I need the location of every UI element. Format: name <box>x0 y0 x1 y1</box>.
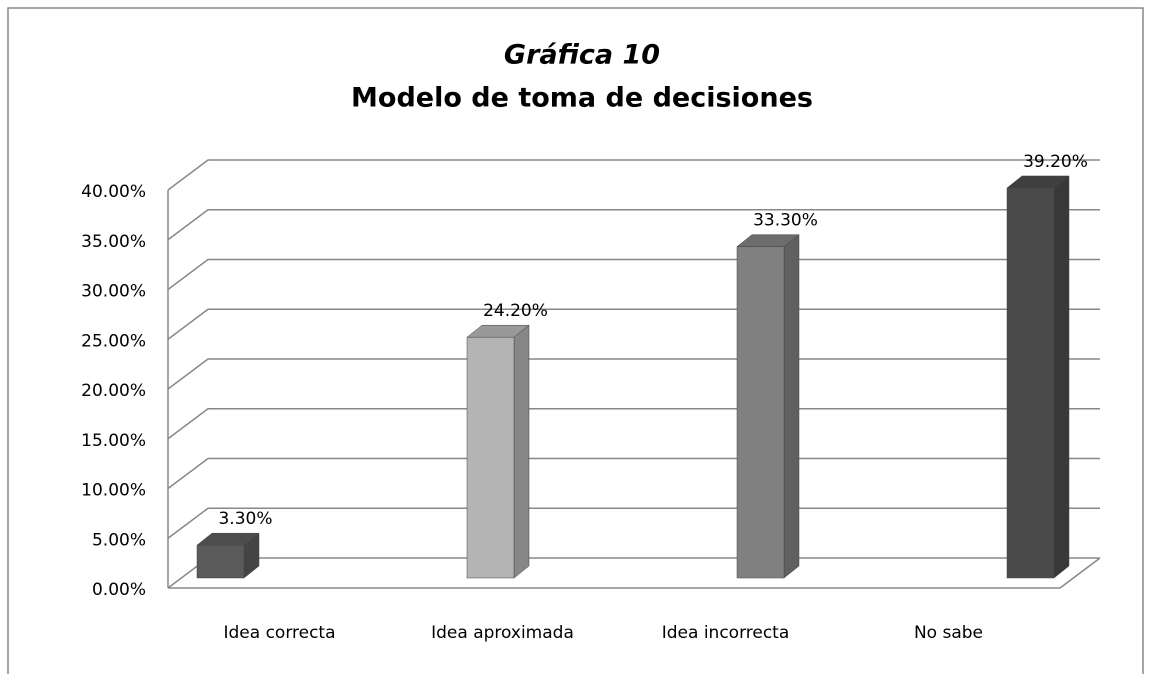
y-tick-label: 35.00% <box>81 232 146 252</box>
y-tick-label: 0.00% <box>92 580 146 600</box>
data-label: 39.20% <box>1023 152 1088 172</box>
x-tick-label: Idea aproximada <box>431 623 574 643</box>
y-tick-label: 5.00% <box>92 530 146 550</box>
axis-floor-right <box>1059 557 1101 589</box>
chart-subtitle: Modelo de toma de decisiones <box>351 83 813 114</box>
x-tick-label: Idea correcta <box>223 623 335 643</box>
grid-line <box>167 258 1100 291</box>
grid-line <box>167 507 1100 539</box>
bar-side <box>783 234 800 579</box>
bar <box>736 246 785 579</box>
bar <box>196 544 245 579</box>
chart-title: Gráfica 10 <box>504 40 660 71</box>
bar <box>1006 187 1055 579</box>
grid-line <box>167 308 1100 340</box>
y-tick-label: 20.00% <box>81 381 146 401</box>
y-tick-label: 30.00% <box>81 282 146 302</box>
grid-line <box>167 408 1100 440</box>
y-tick-label: 40.00% <box>81 182 146 202</box>
x-tick-label: No sabe <box>914 623 983 643</box>
data-label: 33.30% <box>753 211 818 231</box>
bar <box>466 336 515 579</box>
data-label: 3.30% <box>218 509 272 529</box>
grid-line <box>167 457 1100 490</box>
grid-line <box>167 358 1100 390</box>
bar-side <box>513 324 530 579</box>
y-tick-label: 25.00% <box>81 331 146 351</box>
data-label: 24.20% <box>483 301 548 321</box>
x-tick-label: Idea incorrecta <box>662 623 790 643</box>
grid-line <box>167 159 1100 191</box>
bar-side <box>1053 175 1070 579</box>
y-tick-label: 10.00% <box>81 481 146 501</box>
y-tick-label: 15.00% <box>81 431 146 451</box>
grid-line <box>167 209 1100 241</box>
